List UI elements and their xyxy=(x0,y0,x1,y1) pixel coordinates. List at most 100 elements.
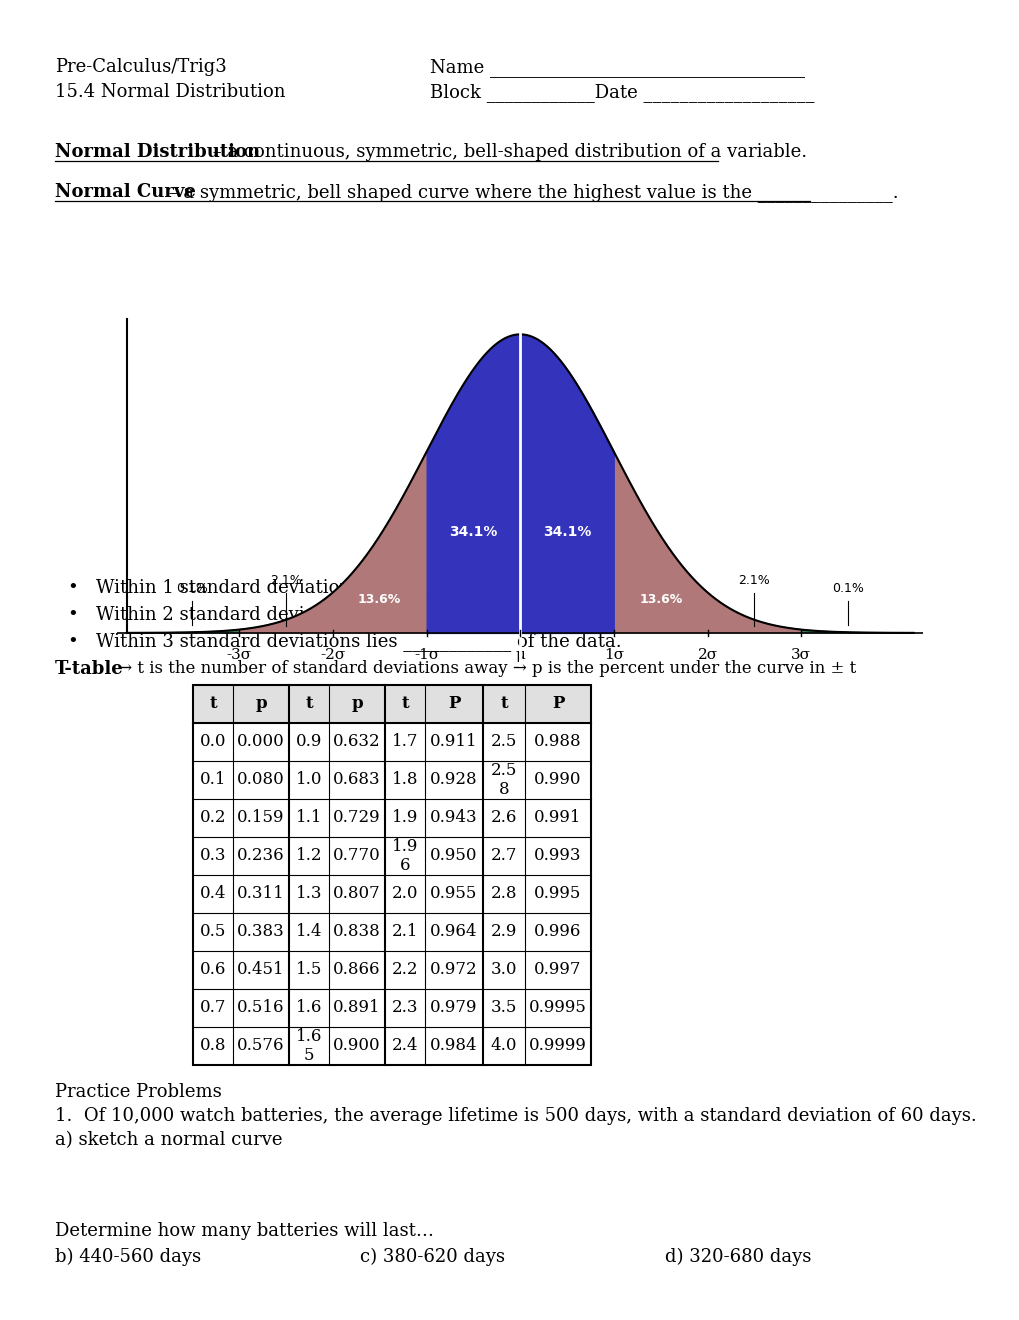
Text: 2σ: 2σ xyxy=(697,648,717,661)
Text: 1.  Of 10,000 watch batteries, the average lifetime is 500 days, with a standard: 1. Of 10,000 watch batteries, the averag… xyxy=(55,1107,976,1125)
Text: 0.311: 0.311 xyxy=(236,886,284,903)
Text: 0.943: 0.943 xyxy=(430,809,477,826)
Text: 1.2: 1.2 xyxy=(296,847,322,865)
Text: 0.996: 0.996 xyxy=(534,924,581,940)
Text: 0.928: 0.928 xyxy=(430,771,477,788)
Text: 0.080: 0.080 xyxy=(236,771,284,788)
Text: 1.7: 1.7 xyxy=(391,734,418,751)
Text: 2.4: 2.4 xyxy=(391,1038,418,1055)
Text: -3σ: -3σ xyxy=(226,648,252,661)
Text: Pre-Calculus/Trig3: Pre-Calculus/Trig3 xyxy=(55,58,226,77)
Text: T-table: T-table xyxy=(55,660,123,678)
Text: 0.991: 0.991 xyxy=(534,809,581,826)
Text: 34.1%: 34.1% xyxy=(448,525,497,539)
Text: 0.516: 0.516 xyxy=(237,999,284,1016)
Bar xyxy=(193,685,590,723)
Text: 0.955: 0.955 xyxy=(430,886,477,903)
Text: Practice Problems: Practice Problems xyxy=(55,1082,221,1101)
Text: 15.4 Normal Distribution: 15.4 Normal Distribution xyxy=(55,83,285,102)
Text: 2.1%: 2.1% xyxy=(270,573,302,586)
Text: Determine how many batteries will last…: Determine how many batteries will last… xyxy=(55,1222,433,1239)
Text: Name ___________________________________: Name ___________________________________ xyxy=(430,58,804,77)
Text: 1.9: 1.9 xyxy=(391,809,418,826)
Text: P: P xyxy=(447,696,460,713)
Text: 0.0: 0.0 xyxy=(200,734,226,751)
Text: 1.9
6: 1.9 6 xyxy=(391,838,418,874)
Text: μ: μ xyxy=(515,648,525,661)
Text: 0.984: 0.984 xyxy=(430,1038,477,1055)
Text: 3.5: 3.5 xyxy=(490,999,517,1016)
Text: 0.383: 0.383 xyxy=(236,924,284,940)
Text: •   Within 3 standard deviations lies ____________ of the data.: • Within 3 standard deviations lies ____… xyxy=(68,632,621,651)
Text: 0.1%: 0.1% xyxy=(176,582,208,595)
Text: 1.6: 1.6 xyxy=(296,999,322,1016)
Text: 1.5: 1.5 xyxy=(296,961,322,978)
Text: 2.7: 2.7 xyxy=(490,847,517,865)
Text: 13.6%: 13.6% xyxy=(639,594,682,606)
Text: 0.729: 0.729 xyxy=(333,809,380,826)
Text: a) sketch a normal curve: a) sketch a normal curve xyxy=(55,1131,282,1148)
Text: 0.9999: 0.9999 xyxy=(529,1038,586,1055)
Text: 1.6
5: 1.6 5 xyxy=(296,1028,322,1064)
Text: 0.5: 0.5 xyxy=(200,924,226,940)
Text: 0.8: 0.8 xyxy=(200,1038,226,1055)
Text: – a symmetric, bell shaped curve where the highest value is the _______________.: – a symmetric, bell shaped curve where t… xyxy=(163,183,898,202)
Text: 0.900: 0.900 xyxy=(333,1038,380,1055)
Text: 2.2: 2.2 xyxy=(391,961,418,978)
Text: Block ____________Date ___________________: Block ____________Date _________________… xyxy=(430,83,814,102)
Text: 0.911: 0.911 xyxy=(430,734,477,751)
Text: 0.683: 0.683 xyxy=(333,771,380,788)
Text: 2.5: 2.5 xyxy=(490,734,517,751)
Text: 0.972: 0.972 xyxy=(430,961,477,978)
Text: 2.0: 2.0 xyxy=(391,886,418,903)
Text: 0.997: 0.997 xyxy=(534,961,581,978)
Text: 0.964: 0.964 xyxy=(430,924,477,940)
Text: d) 320-680 days: d) 320-680 days xyxy=(664,1247,810,1266)
Text: 0.7: 0.7 xyxy=(200,999,226,1016)
Text: 2.1: 2.1 xyxy=(391,924,418,940)
Text: 0.891: 0.891 xyxy=(333,999,380,1016)
Text: – a continuous, symmetric, bell-shaped distribution of a variable.: – a continuous, symmetric, bell-shaped d… xyxy=(207,143,806,161)
Text: Normal Curve: Normal Curve xyxy=(55,183,196,201)
Text: 0.993: 0.993 xyxy=(534,847,581,865)
Text: 3.0: 3.0 xyxy=(490,961,517,978)
Text: 1.4: 1.4 xyxy=(296,924,322,940)
Text: P: P xyxy=(551,696,564,713)
Text: 2.5
8: 2.5 8 xyxy=(490,762,517,799)
Text: 1.0: 1.0 xyxy=(296,771,322,788)
Text: •   Within 1 standard deviation lies ______of the data.: • Within 1 standard deviation lies _____… xyxy=(68,578,552,597)
Text: 0.159: 0.159 xyxy=(237,809,284,826)
Text: 0.770: 0.770 xyxy=(333,847,380,865)
Text: t: t xyxy=(305,696,313,713)
Text: 0.3: 0.3 xyxy=(200,847,226,865)
Text: 0.990: 0.990 xyxy=(534,771,581,788)
Text: p: p xyxy=(351,696,363,713)
Text: 0.4: 0.4 xyxy=(200,886,226,903)
Text: 1.8: 1.8 xyxy=(391,771,418,788)
Bar xyxy=(193,685,590,1065)
Text: 0.000: 0.000 xyxy=(236,734,284,751)
Text: Normal Distribution: Normal Distribution xyxy=(55,143,260,161)
Text: 3σ: 3σ xyxy=(791,648,810,661)
Text: b) 440-560 days: b) 440-560 days xyxy=(55,1247,201,1266)
Text: 2.1%: 2.1% xyxy=(738,573,769,586)
Text: 0.236: 0.236 xyxy=(237,847,284,865)
Text: t: t xyxy=(499,696,507,713)
Text: 0.1%: 0.1% xyxy=(832,582,863,595)
Text: t: t xyxy=(209,696,217,713)
Text: 34.1%: 34.1% xyxy=(542,525,591,539)
Text: → t is the number of standard deviations away → p is the percent under the curve: → t is the number of standard deviations… xyxy=(113,660,855,677)
Text: 0.866: 0.866 xyxy=(333,961,380,978)
Text: 2.6: 2.6 xyxy=(490,809,517,826)
Text: 0.6: 0.6 xyxy=(200,961,226,978)
Text: t: t xyxy=(400,696,409,713)
Text: 0.9: 0.9 xyxy=(296,734,322,751)
Text: -2σ: -2σ xyxy=(320,648,345,661)
Text: 0.988: 0.988 xyxy=(534,734,581,751)
Text: •   Within 2 standard deviations lies ____________ of the data.: • Within 2 standard deviations lies ____… xyxy=(68,605,621,624)
Text: 0.632: 0.632 xyxy=(333,734,380,751)
Text: p: p xyxy=(255,696,267,713)
Text: 1.3: 1.3 xyxy=(296,886,322,903)
Text: 13.6%: 13.6% xyxy=(358,594,400,606)
Text: 4.0: 4.0 xyxy=(490,1038,517,1055)
